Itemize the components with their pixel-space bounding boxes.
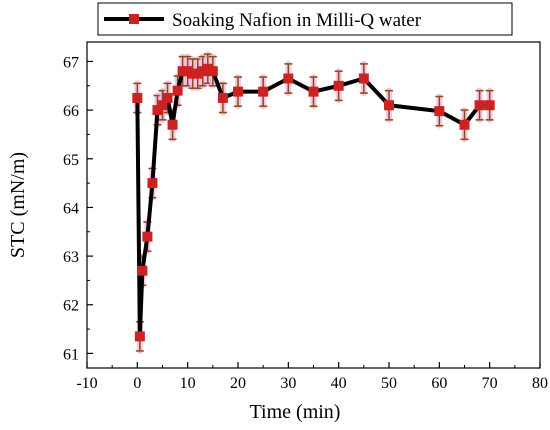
- y-tick-label: 62: [63, 298, 79, 315]
- data-point: [202, 63, 213, 74]
- data-point: [187, 68, 198, 79]
- data-point: [182, 66, 193, 77]
- data-point: [283, 73, 294, 84]
- y-tick-label: 63: [63, 249, 79, 266]
- data-point: [137, 265, 148, 276]
- x-axis-title: Time (min): [250, 401, 341, 423]
- y-tick-label: 67: [63, 54, 79, 71]
- legend-box: [97, 2, 513, 36]
- axis-ticks: [86, 60, 541, 368]
- x-tick-label: 10: [180, 375, 196, 392]
- data-markers: [132, 63, 495, 342]
- x-tick-label: 60: [431, 375, 447, 392]
- error-bars: [133, 51, 494, 354]
- y-tick-label: 65: [63, 152, 79, 169]
- legend-entry-label: Soaking Nafion in Milli-Q water: [172, 10, 422, 31]
- data-point: [258, 86, 269, 97]
- data-point: [233, 86, 243, 97]
- data-point: [167, 119, 178, 130]
- data-point: [474, 100, 485, 111]
- data-point: [434, 106, 445, 117]
- y-axis-title: STC (mN/m): [7, 152, 29, 258]
- y-tick-label: 61: [63, 346, 79, 363]
- data-point: [207, 66, 218, 77]
- data-point: [177, 66, 188, 77]
- data-point: [217, 92, 228, 103]
- x-tick-label: 30: [280, 375, 296, 392]
- data-point: [197, 66, 208, 77]
- data-point: [157, 100, 168, 111]
- x-tick-label: 0: [133, 375, 141, 392]
- data-point: [484, 100, 495, 111]
- data-point: [358, 73, 369, 84]
- data-point: [142, 231, 153, 242]
- data-point: [459, 119, 470, 130]
- x-tick-labels: -10 0 10 20 30 40 50 60 70 80: [76, 375, 548, 392]
- x-tick-label: -10: [76, 375, 97, 392]
- data-point: [134, 331, 145, 342]
- data-point: [333, 80, 344, 91]
- data-point: [384, 100, 394, 111]
- data-point: [172, 85, 183, 96]
- data-point: [192, 68, 203, 79]
- y-tick-label: 64: [63, 200, 79, 217]
- x-tick-label: 80: [532, 375, 548, 392]
- data-point: [162, 92, 173, 103]
- data-point: [152, 105, 163, 116]
- x-tick-label: 40: [331, 375, 347, 392]
- y-tick-labels: 61 62 63 64 65 66 67: [63, 54, 79, 363]
- data-point: [132, 92, 143, 103]
- y-tick-label: 66: [63, 103, 79, 120]
- x-tick-label: 50: [381, 375, 397, 392]
- data-point: [147, 178, 158, 189]
- legend: Soaking Nafion in Milli-Q water: [97, 2, 513, 36]
- data-point: [308, 86, 319, 97]
- legend-marker-sample: [129, 14, 139, 24]
- x-tick-label: 20: [230, 375, 246, 392]
- x-tick-label: 70: [482, 375, 498, 392]
